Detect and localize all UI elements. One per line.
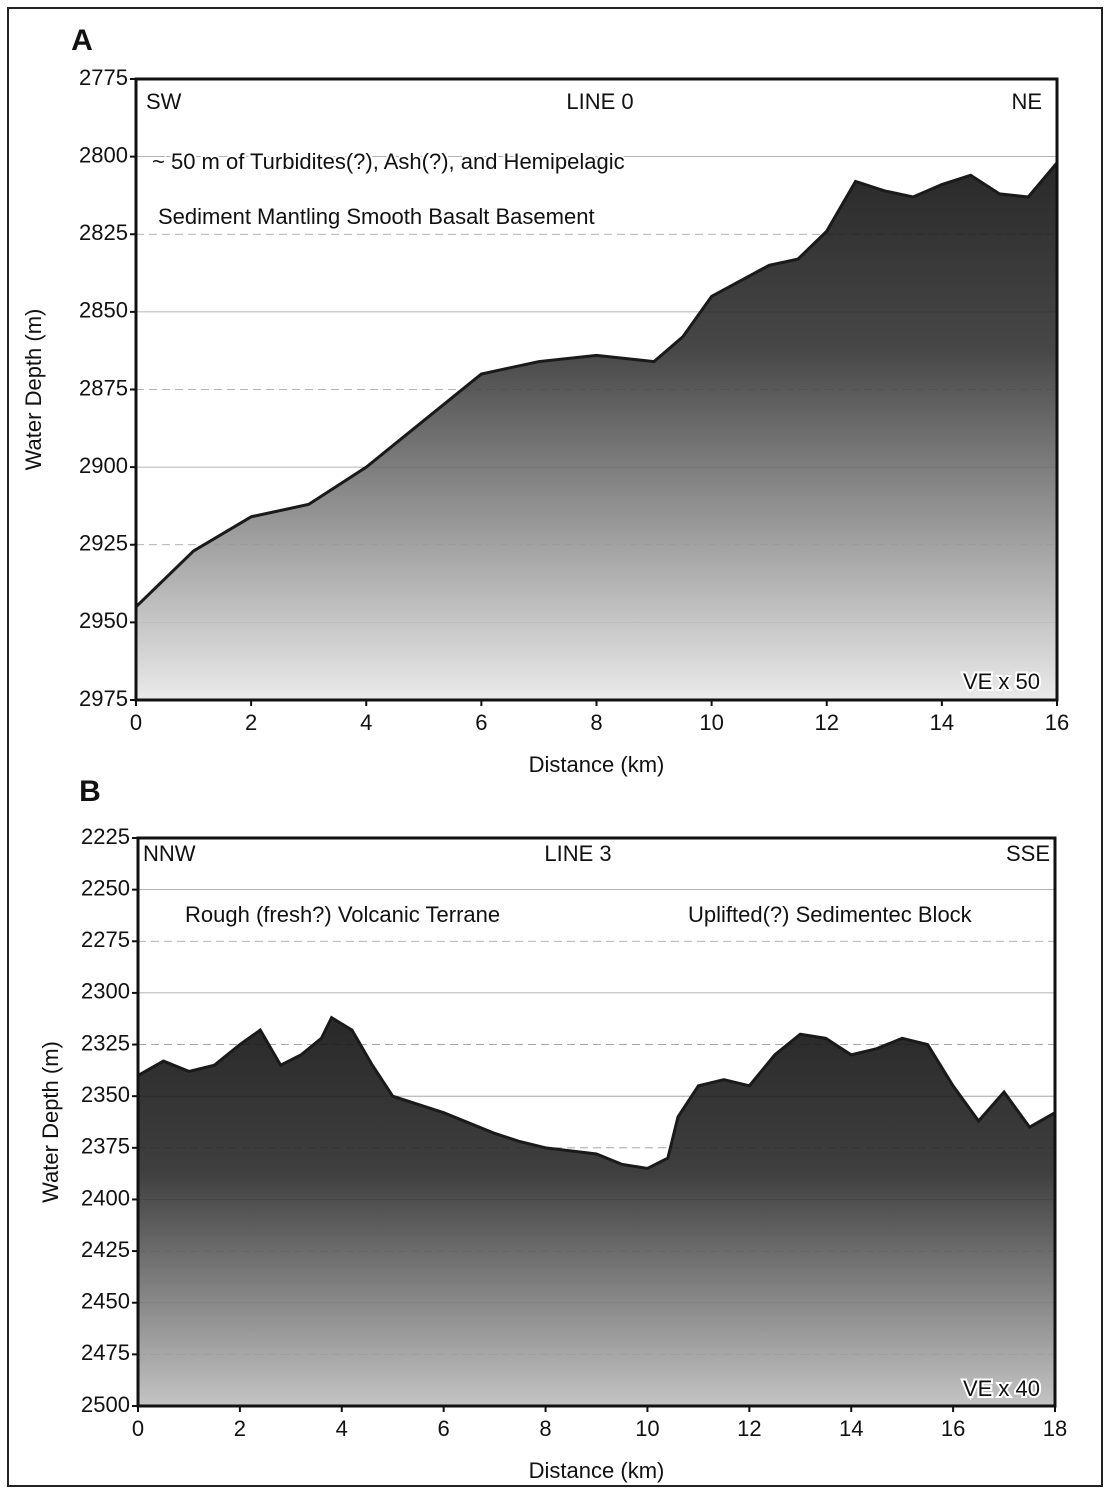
y-tick-label: 2925 [79, 531, 128, 556]
y-tick-label: 2300 [81, 979, 130, 1004]
y-tick-label: 2825 [79, 220, 128, 245]
y-tick-label: 2325 [81, 1030, 130, 1055]
x-tick-label: 18 [1043, 1416, 1067, 1441]
y-tick-label: 2250 [81, 875, 130, 900]
x-tick-label: 4 [360, 710, 372, 735]
y-tick-label: 2375 [81, 1134, 130, 1159]
x-tick-label: 12 [815, 710, 839, 735]
y-tick-label: 2275 [81, 927, 130, 952]
x-tick-label: 4 [336, 1416, 348, 1441]
annotation: NE [1011, 89, 1042, 114]
annotation: ~ 50 m of Turbidites(?), Ash(?), and Hem… [152, 149, 625, 174]
y-tick-label: 2975 [79, 686, 128, 711]
y-tick-label: 2950 [79, 608, 128, 633]
annotation: LINE 3 [544, 841, 611, 866]
y-tick-label: 2225 [81, 824, 130, 849]
x-tick-label: 6 [475, 710, 487, 735]
y-tick-label: 2500 [81, 1392, 130, 1417]
annotation: Uplifted(?) Sedimentec Block [688, 902, 973, 927]
y-tick-label: 2450 [81, 1289, 130, 1314]
y-tick-label: 2475 [81, 1340, 130, 1365]
x-tick-label: 8 [539, 1416, 551, 1441]
x-tick-label: 16 [1045, 710, 1069, 735]
x-tick-label: 12 [737, 1416, 761, 1441]
y-axis-title: Water Depth (m) [21, 309, 46, 471]
annotation: VE x 50 [963, 669, 1040, 694]
x-tick-label: 14 [839, 1416, 863, 1441]
x-tick-label: 2 [234, 1416, 246, 1441]
x-tick-label: 0 [132, 1416, 144, 1441]
x-tick-label: 16 [941, 1416, 965, 1441]
annotation: Sediment Mantling Smooth Basalt Basement [158, 204, 595, 229]
sediment-fill [138, 1017, 1055, 1406]
x-tick-label: 8 [590, 710, 602, 735]
y-axis-title: Water Depth (m) [38, 1041, 63, 1203]
sediment-fill [136, 162, 1057, 700]
annotation: LINE 0 [566, 89, 633, 114]
y-tick-label: 2400 [81, 1185, 130, 1210]
x-axis-title: Distance (km) [529, 1458, 665, 1483]
y-tick-label: 2775 [79, 65, 128, 90]
y-tick-label: 2900 [79, 453, 128, 478]
panel-letter: A [71, 24, 93, 57]
x-tick-label: 14 [930, 710, 954, 735]
annotation: SSE [1006, 841, 1050, 866]
panel-letter: B [79, 775, 101, 808]
annotation: Rough (fresh?) Volcanic Terrane [185, 902, 500, 927]
figure-border [7, 7, 1103, 1487]
x-axis-title: Distance (km) [529, 752, 665, 777]
x-tick-label: 6 [438, 1416, 450, 1441]
annotation: NNW [143, 841, 196, 866]
y-tick-label: 2350 [81, 1082, 130, 1107]
x-tick-label: 2 [245, 710, 257, 735]
plot-frame [136, 836, 1057, 1408]
plot-frame [134, 77, 1059, 702]
y-tick-label: 2875 [79, 375, 128, 400]
seafloor-line [134, 161, 1059, 608]
x-tick-label: 10 [699, 710, 723, 735]
y-tick-label: 2800 [79, 142, 128, 167]
y-tick-label: 2425 [81, 1237, 130, 1262]
seafloor-line [137, 1015, 1056, 1171]
x-tick-label: 10 [635, 1416, 659, 1441]
annotation: VE x 40 [963, 1376, 1040, 1401]
annotation: SW [146, 89, 182, 114]
x-tick-label: 0 [130, 710, 142, 735]
y-tick-label: 2850 [79, 298, 128, 323]
